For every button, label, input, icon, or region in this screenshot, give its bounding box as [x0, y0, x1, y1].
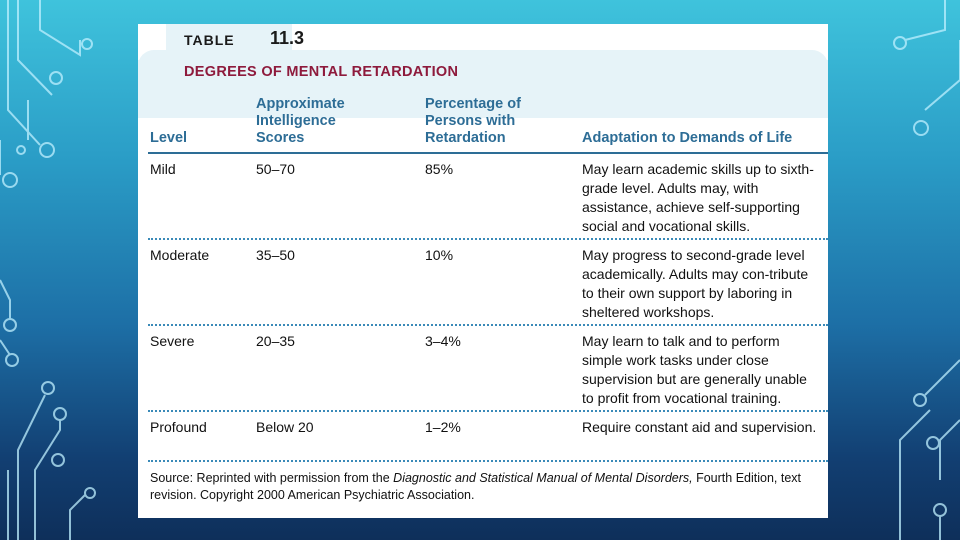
row-divider: [148, 410, 828, 412]
header-curve: [138, 50, 828, 70]
row-divider: [148, 238, 828, 240]
column-header-percent: Percentage of Persons with Retardation: [425, 96, 521, 146]
table-title: DEGREES OF MENTAL RETARDATION: [184, 64, 459, 80]
column-header-adaptation: Adaptation to Demands of Life: [582, 130, 793, 146]
row-mild-adaptation: May learn academic skills up to sixth-gr…: [582, 161, 814, 234]
table-label-number: 11.3: [270, 28, 305, 48]
source-book-title: Diagnostic and Statistical Manual of Men…: [393, 471, 693, 485]
row-profound-adaptation: Require constant aid and supervision.: [582, 419, 817, 435]
row-divider: [148, 324, 828, 326]
row-severe-iq: 20–35: [256, 333, 295, 349]
row-moderate-percent: 10%: [425, 247, 454, 263]
table-card: TABLE 11.3 DEGREES OF MENTAL RETARDATION…: [138, 24, 828, 518]
source-note: Source: Reprinted with permission from t…: [150, 470, 810, 504]
row-divider: [148, 460, 828, 462]
source-prefix: Source: Reprinted with permission from t…: [150, 471, 394, 485]
table-label-word: TABLE: [184, 32, 235, 48]
row-moderate-level: Moderate: [150, 247, 210, 263]
row-profound-level: Profound: [150, 419, 207, 435]
header-rule: [148, 152, 828, 154]
column-header-level: Level: [150, 130, 188, 146]
row-profound-percent: 1–2%: [425, 419, 461, 435]
row-severe-adaptation: May learn to talk and to perform simple …: [582, 333, 807, 406]
row-profound-iq: Below 20: [256, 419, 314, 435]
row-mild-level: Mild: [150, 161, 176, 177]
row-mild-iq: 50–70: [256, 161, 295, 177]
row-moderate-adaptation: May progress to second-grade level acade…: [582, 247, 809, 320]
row-severe-percent: 3–4%: [425, 333, 461, 349]
row-moderate-iq: 35–50: [256, 247, 295, 263]
table-number-tab: TABLE 11.3: [166, 24, 304, 64]
source-suffix: Fourth Edition, text revision. Copyright…: [150, 471, 802, 502]
column-header-iq: Approximate Intelligence Scores: [256, 96, 345, 146]
row-severe-level: Severe: [150, 333, 195, 349]
row-mild-percent: 85%: [425, 161, 454, 177]
